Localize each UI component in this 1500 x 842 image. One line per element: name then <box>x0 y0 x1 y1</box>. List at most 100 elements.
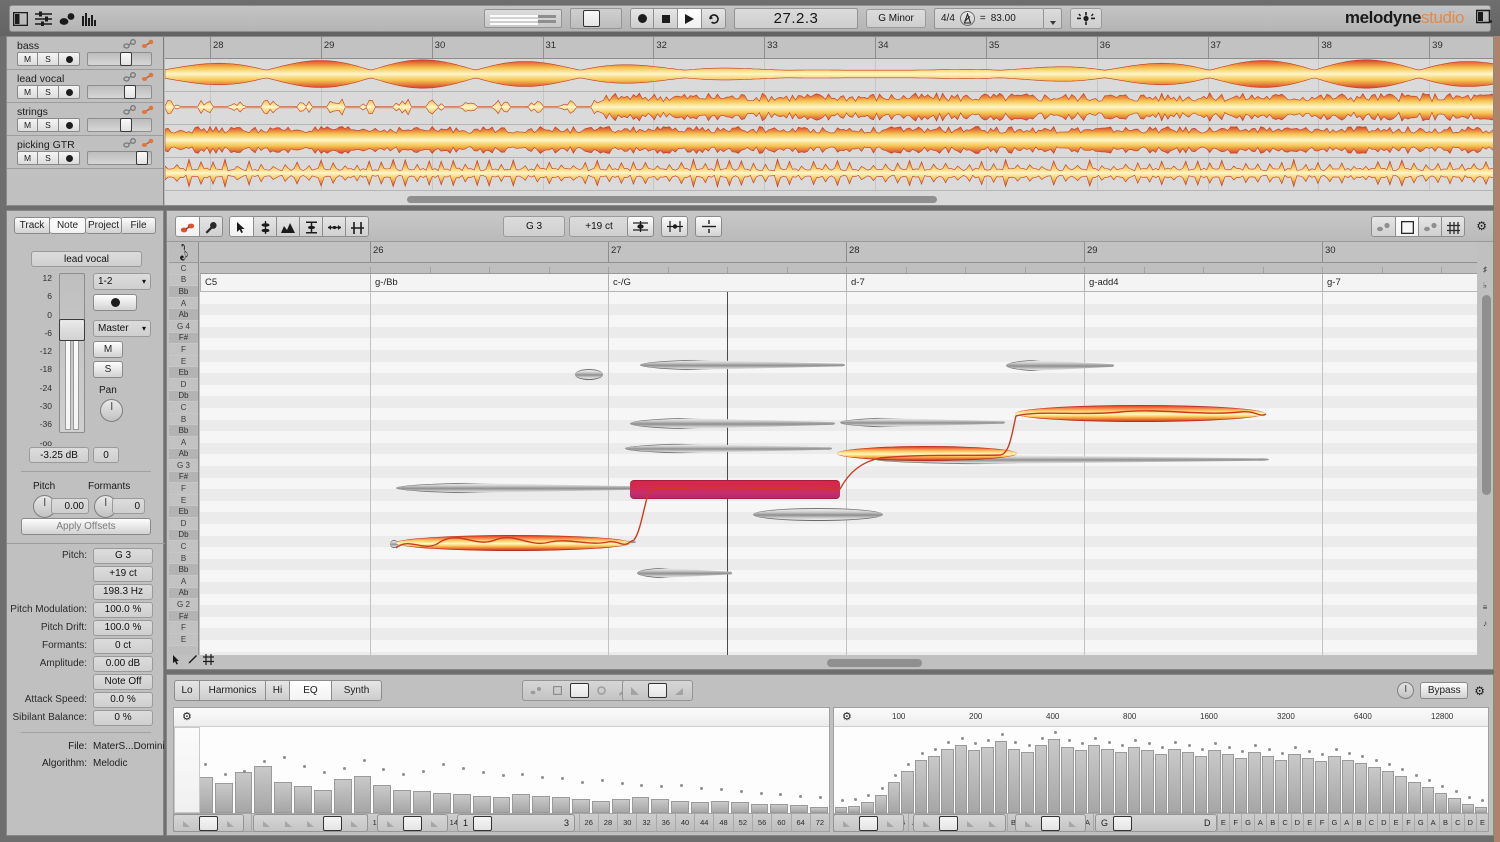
harmonic-tick[interactable]: 48 <box>713 814 732 831</box>
note-tick[interactable]: C <box>1278 814 1290 831</box>
d-icon[interactable] <box>983 816 1002 831</box>
pitch-key[interactable]: E <box>169 494 198 507</box>
gear-icon[interactable]: ⚙ <box>1476 219 1487 233</box>
pitch-key[interactable]: B <box>169 552 198 565</box>
pitch-key[interactable]: Ab <box>169 309 198 321</box>
harmonic-tick[interactable]: 44 <box>694 814 713 831</box>
note-tick[interactable]: B <box>1438 814 1451 831</box>
pitch-key[interactable]: Bb <box>169 286 198 298</box>
note-blob[interactable] <box>390 540 398 548</box>
route-select[interactable]: Master ▾ <box>93 320 151 337</box>
editor-hscrollbar[interactable] <box>827 659 922 667</box>
pitch-offset-value[interactable]: 0.00 <box>51 498 89 514</box>
chord-label[interactable]: d-7 <box>851 277 865 288</box>
pitch-key[interactable]: Db <box>169 529 198 542</box>
clef-cell[interactable] <box>169 242 198 263</box>
track-solo-button[interactable]: S <box>38 118 59 132</box>
scale-lock-icon[interactable]: ♪ <box>1483 618 1487 628</box>
note-param-value[interactable]: Note Off <box>93 673 153 690</box>
time-signature[interactable]: 4/4 <box>941 13 955 24</box>
editor-vscrollbar[interactable] <box>1482 295 1491 495</box>
arrangement-lane[interactable] <box>165 125 1493 158</box>
macro-pitch-button[interactable] <box>627 216 654 237</box>
sharp-icon[interactable]: ♯ <box>1483 264 1487 274</box>
note-tick[interactable]: E <box>1303 814 1315 831</box>
range-from[interactable]: 1 <box>463 818 469 828</box>
inspector-track-name[interactable]: lead vocal <box>31 251 142 267</box>
output-select[interactable]: 1-2 ▾ <box>93 273 151 290</box>
eq-plot[interactable] <box>834 727 1488 813</box>
pitch-key[interactable]: G 2 <box>169 599 198 611</box>
harmonic-tick[interactable]: 26 <box>578 814 598 831</box>
blob-canvas[interactable] <box>200 292 1477 655</box>
tab-eq[interactable]: EQ <box>290 680 332 701</box>
note-blob[interactable] <box>630 480 840 499</box>
note-tick[interactable]: B <box>1006 814 1019 831</box>
note-tick[interactable]: A <box>1253 814 1266 831</box>
harmonic-tick[interactable]: 52 <box>732 814 752 831</box>
scale-tool-button[interactable] <box>1372 217 1395 236</box>
tab-track[interactable]: Track <box>14 217 50 234</box>
note-blob[interactable] <box>575 369 603 380</box>
scale-ruler-icon[interactable]: ≡ <box>1482 602 1488 612</box>
pitch-key[interactable]: F <box>169 622 198 634</box>
pitch-key[interactable]: Eb <box>169 367 198 379</box>
curve3-icon[interactable] <box>425 816 444 831</box>
note-param-value[interactable]: 100.0 % <box>93 601 153 618</box>
flat-icon[interactable]: ♭ <box>1483 280 1487 290</box>
zoom-strip[interactable] <box>484 9 562 28</box>
curve1-icon[interactable] <box>1019 816 1038 831</box>
range-from[interactable]: G <box>1101 818 1109 828</box>
position-scroller[interactable] <box>570 8 622 29</box>
harmonic-tick[interactable]: 36 <box>655 814 675 831</box>
link-icon[interactable] <box>123 105 137 115</box>
note-param-value[interactable]: 0.00 dB <box>93 655 153 672</box>
pitch-key[interactable]: B <box>169 413 198 426</box>
note-tick[interactable]: D <box>1377 814 1389 831</box>
pitch-key[interactable]: A <box>169 297 198 310</box>
pitch-key[interactable]: G 3 <box>169 460 198 472</box>
harmonic-tick[interactable]: 60 <box>771 814 790 831</box>
right-panel-button[interactable] <box>1475 9 1493 28</box>
track-volume-slider[interactable] <box>87 151 152 165</box>
harmonic-tick[interactable]: 64 <box>790 814 810 831</box>
range-to[interactable]: D <box>1204 818 1211 828</box>
formant-offset-value[interactable]: 0 <box>112 498 145 514</box>
tab-note[interactable]: Note <box>50 217 86 234</box>
a-icon[interactable] <box>257 816 276 831</box>
position-scroller-thumb[interactable] <box>583 10 600 27</box>
track-volume-handle[interactable] <box>120 118 133 132</box>
track-record-button[interactable] <box>59 85 80 99</box>
high-icon[interactable] <box>881 816 900 831</box>
pitch-key[interactable]: Ab <box>169 448 198 461</box>
harmonic-tick[interactable]: 28 <box>597 814 617 831</box>
note-tick[interactable]: F <box>1229 814 1241 831</box>
panel-layout-icon[interactable] <box>13 11 28 26</box>
pencil-tool-icon[interactable] <box>187 654 198 668</box>
inspector-record-button[interactable] <box>93 294 137 311</box>
pitch-key[interactable]: D <box>169 378 198 391</box>
time-tool-button[interactable] <box>322 217 345 236</box>
selected-box-icon[interactable] <box>570 683 589 698</box>
pitch-key[interactable]: Bb <box>169 425 198 437</box>
note-param-value[interactable]: 0.0 % <box>93 691 153 708</box>
note-param-value[interactable]: 198.3 Hz <box>93 583 153 600</box>
note-grid-icon[interactable] <box>203 654 214 668</box>
curve1-icon[interactable] <box>381 816 400 831</box>
link-active-icon[interactable] <box>141 138 155 148</box>
pitch-key[interactable]: Db <box>169 390 198 403</box>
volume-fader-track[interactable] <box>59 273 85 433</box>
note-tick[interactable]: E <box>1389 814 1401 831</box>
range-handle-left[interactable] <box>473 815 493 831</box>
pitch-key[interactable]: C <box>169 402 198 414</box>
note-link-tool-button[interactable] <box>176 217 199 236</box>
grid-tool-button[interactable] <box>1441 217 1464 236</box>
tab-lo[interactable]: Lo <box>174 680 200 701</box>
range-handle-right[interactable] <box>1180 816 1199 831</box>
metronome-icon[interactable] <box>959 11 975 26</box>
note-param-value[interactable]: 0 % <box>93 709 153 726</box>
harmonic-tick[interactable]: 32 <box>636 814 655 831</box>
track-volume-handle[interactable] <box>124 85 137 99</box>
cycle-button[interactable] <box>702 8 726 29</box>
pitch-key[interactable]: D <box>169 518 198 530</box>
